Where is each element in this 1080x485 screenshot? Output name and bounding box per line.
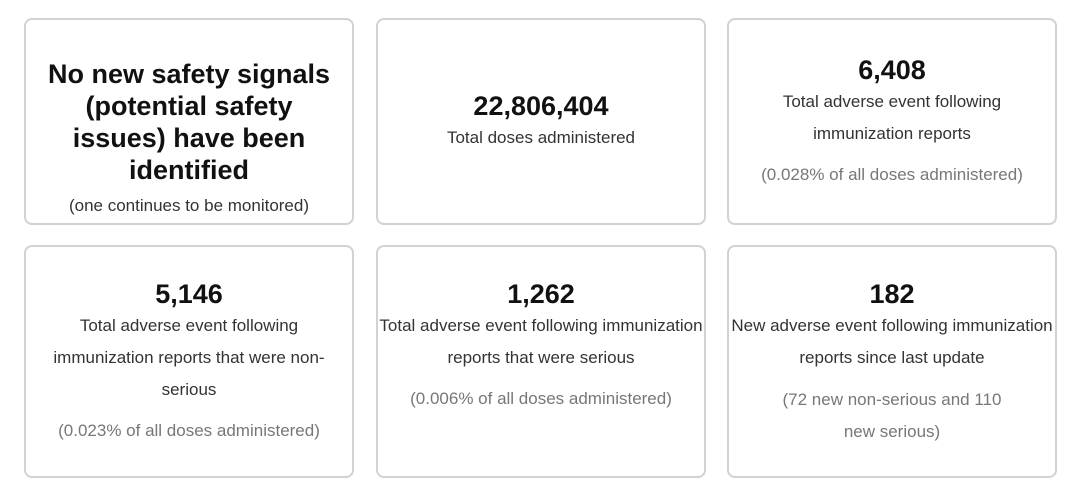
total-aefi-value: 6,408	[858, 55, 926, 85]
non-serious-label: Total adverse event following immunizati…	[53, 316, 325, 399]
new-reports-label: New adverse event following immunization…	[731, 316, 1053, 367]
card-non-serious-reports: 5,146 Total adverse event following immu…	[24, 245, 354, 478]
total-doses-value: 22,806,404	[473, 91, 609, 121]
card-new-reports: 182 New adverse event following immuniza…	[727, 245, 1057, 478]
total-aefi-label: Total adverse event following immunizati…	[782, 92, 1002, 143]
total-doses-label: Total doses administered	[446, 128, 636, 147]
serious-label: Total adverse event following immunizati…	[379, 316, 703, 367]
serious-note: (0.006% of all doses administered)	[410, 389, 672, 408]
serious-value: 1,262	[507, 279, 575, 309]
safety-signals-note: (one continues to be monitored)	[68, 196, 310, 215]
safety-signals-headline: No new safety signals (potential safety …	[47, 59, 331, 185]
new-reports-value: 182	[869, 279, 915, 309]
card-safety-signals: No new safety signals (potential safety …	[24, 18, 354, 225]
total-aefi-note: (0.028% of all doses administered)	[761, 165, 1023, 184]
non-serious-note: (0.023% of all doses administered)	[58, 421, 320, 440]
new-reports-note: (72 new non-serious and 110 new serious)	[782, 390, 1002, 441]
non-serious-value: 5,146	[155, 279, 223, 309]
card-total-aefi-reports: 6,408 Total adverse event following immu…	[727, 18, 1057, 225]
card-serious-reports: 1,262 Total adverse event following immu…	[376, 245, 706, 478]
card-total-doses: 22,806,404 Total doses administered	[376, 18, 706, 225]
